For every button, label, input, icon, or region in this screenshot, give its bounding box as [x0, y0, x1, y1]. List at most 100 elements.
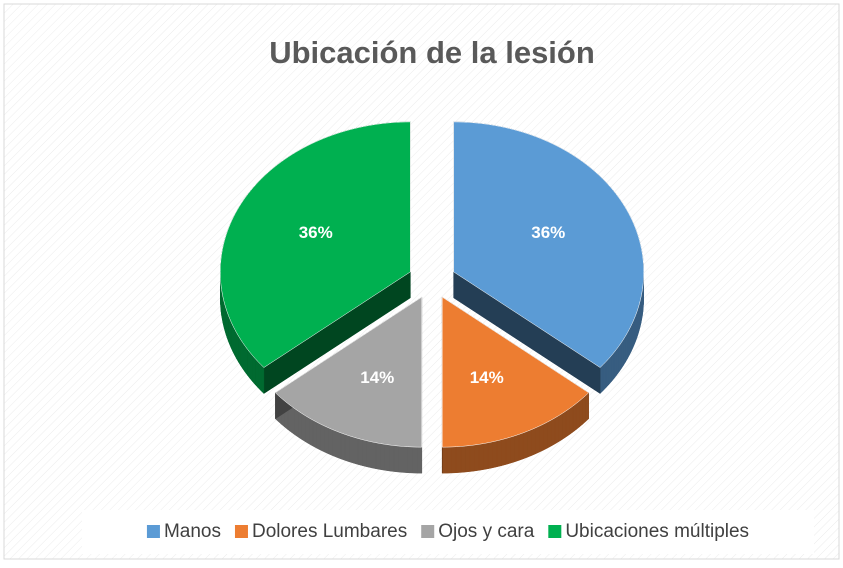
slice-wall — [341, 433, 345, 461]
slice-wall — [376, 443, 381, 470]
slice-wall — [408, 447, 413, 473]
slice-wall — [559, 413, 563, 441]
slice-wall — [245, 346, 247, 375]
slice-wall — [611, 352, 614, 381]
slice-wall — [606, 359, 609, 388]
slice-wall — [317, 422, 321, 450]
legend-label: Manos — [164, 521, 221, 542]
slice-wall — [456, 446, 461, 472]
slice-wall — [502, 438, 506, 465]
slice-wall — [298, 411, 302, 439]
slice-wall — [261, 365, 264, 394]
slice-wall — [337, 431, 341, 459]
slice-wall — [562, 411, 566, 439]
slice-wall — [614, 349, 616, 378]
slice-wall — [523, 431, 527, 459]
slice-wall — [235, 329, 237, 358]
slice-wall — [619, 343, 621, 372]
data-label: 14% — [360, 368, 394, 387]
slice-wall — [627, 329, 629, 358]
slice-wall — [609, 356, 612, 385]
slice-wall — [237, 333, 239, 362]
slice-wall — [576, 401, 579, 430]
slice-wall — [442, 447, 447, 473]
slice-wall — [555, 416, 559, 444]
slice-wall — [470, 445, 475, 472]
slice-wall — [629, 326, 631, 355]
slice-wall — [510, 436, 514, 463]
legend-item: Dolores Lumbares — [235, 521, 407, 542]
slice-wall — [241, 340, 243, 369]
slice-wall — [531, 428, 535, 456]
slice-wall — [461, 446, 466, 472]
slice-wall — [573, 404, 576, 433]
legend-label: Ojos y cara — [438, 521, 535, 542]
slice-wall — [371, 442, 375, 469]
slice-wall — [488, 442, 492, 469]
slice-wall — [345, 434, 349, 461]
data-label: 14% — [470, 368, 504, 387]
slice-wall — [329, 428, 333, 456]
slice-wall — [566, 409, 569, 437]
slice-wall — [586, 393, 589, 422]
legend-swatch — [147, 525, 160, 538]
slice-wall — [623, 336, 625, 365]
slice-wall — [417, 447, 422, 473]
slice-wall — [239, 336, 241, 365]
slice-wall — [540, 424, 544, 452]
slice-wall — [600, 365, 603, 394]
slice-wall — [333, 430, 337, 458]
slice-wall — [385, 444, 390, 471]
slice-wall — [497, 440, 501, 467]
slice-wall — [519, 433, 523, 461]
legend-swatch — [421, 525, 434, 538]
legend-swatch — [235, 525, 248, 538]
slice-wall — [258, 362, 261, 391]
slice-wall — [321, 424, 325, 452]
slice-wall — [551, 418, 555, 446]
slice-wall — [354, 437, 358, 464]
slice-wall — [484, 443, 489, 470]
slice-wall — [621, 340, 623, 369]
slice-wall — [583, 396, 586, 425]
slice-wall — [412, 447, 417, 473]
slice-wall — [291, 406, 294, 434]
slice-wall — [255, 359, 258, 388]
slice-wall — [305, 416, 309, 444]
slice-wall — [475, 444, 480, 471]
slice-wall — [253, 356, 256, 385]
slice-wall — [579, 398, 582, 427]
slice-wall — [403, 446, 408, 472]
slice-wall — [367, 441, 371, 468]
slice-wall — [603, 362, 606, 391]
slice-wall — [324, 426, 328, 454]
slice-wall — [233, 326, 235, 355]
slice-wall — [452, 447, 457, 473]
legend-label: Dolores Lumbares — [252, 521, 407, 542]
slice-wall — [349, 436, 353, 463]
slice-wall — [543, 422, 547, 450]
slice-wall — [493, 441, 497, 468]
slice-wall — [515, 434, 519, 461]
slice-wall — [248, 349, 250, 378]
legend-item: Ubicaciones múltiples — [548, 521, 749, 542]
chart-area — [4, 4, 839, 559]
slice-wall — [535, 426, 539, 454]
slice-wall — [569, 406, 572, 434]
slice-wall — [243, 343, 245, 372]
slice-wall — [250, 352, 253, 381]
legend-swatch — [548, 525, 561, 538]
slice-wall — [479, 444, 484, 471]
slice-wall — [358, 438, 362, 465]
slice-wall — [506, 437, 510, 464]
slice-wall — [313, 420, 317, 448]
slice-wall — [302, 413, 306, 441]
slice-wall — [394, 446, 399, 472]
slice-wall — [447, 447, 452, 473]
slice-wall — [295, 409, 298, 437]
legend-label: Ubicaciones múltiples — [565, 521, 749, 542]
slice-wall — [616, 346, 618, 375]
chart-title: Ubicación de la lesión — [269, 35, 595, 70]
slice-wall — [547, 420, 551, 448]
